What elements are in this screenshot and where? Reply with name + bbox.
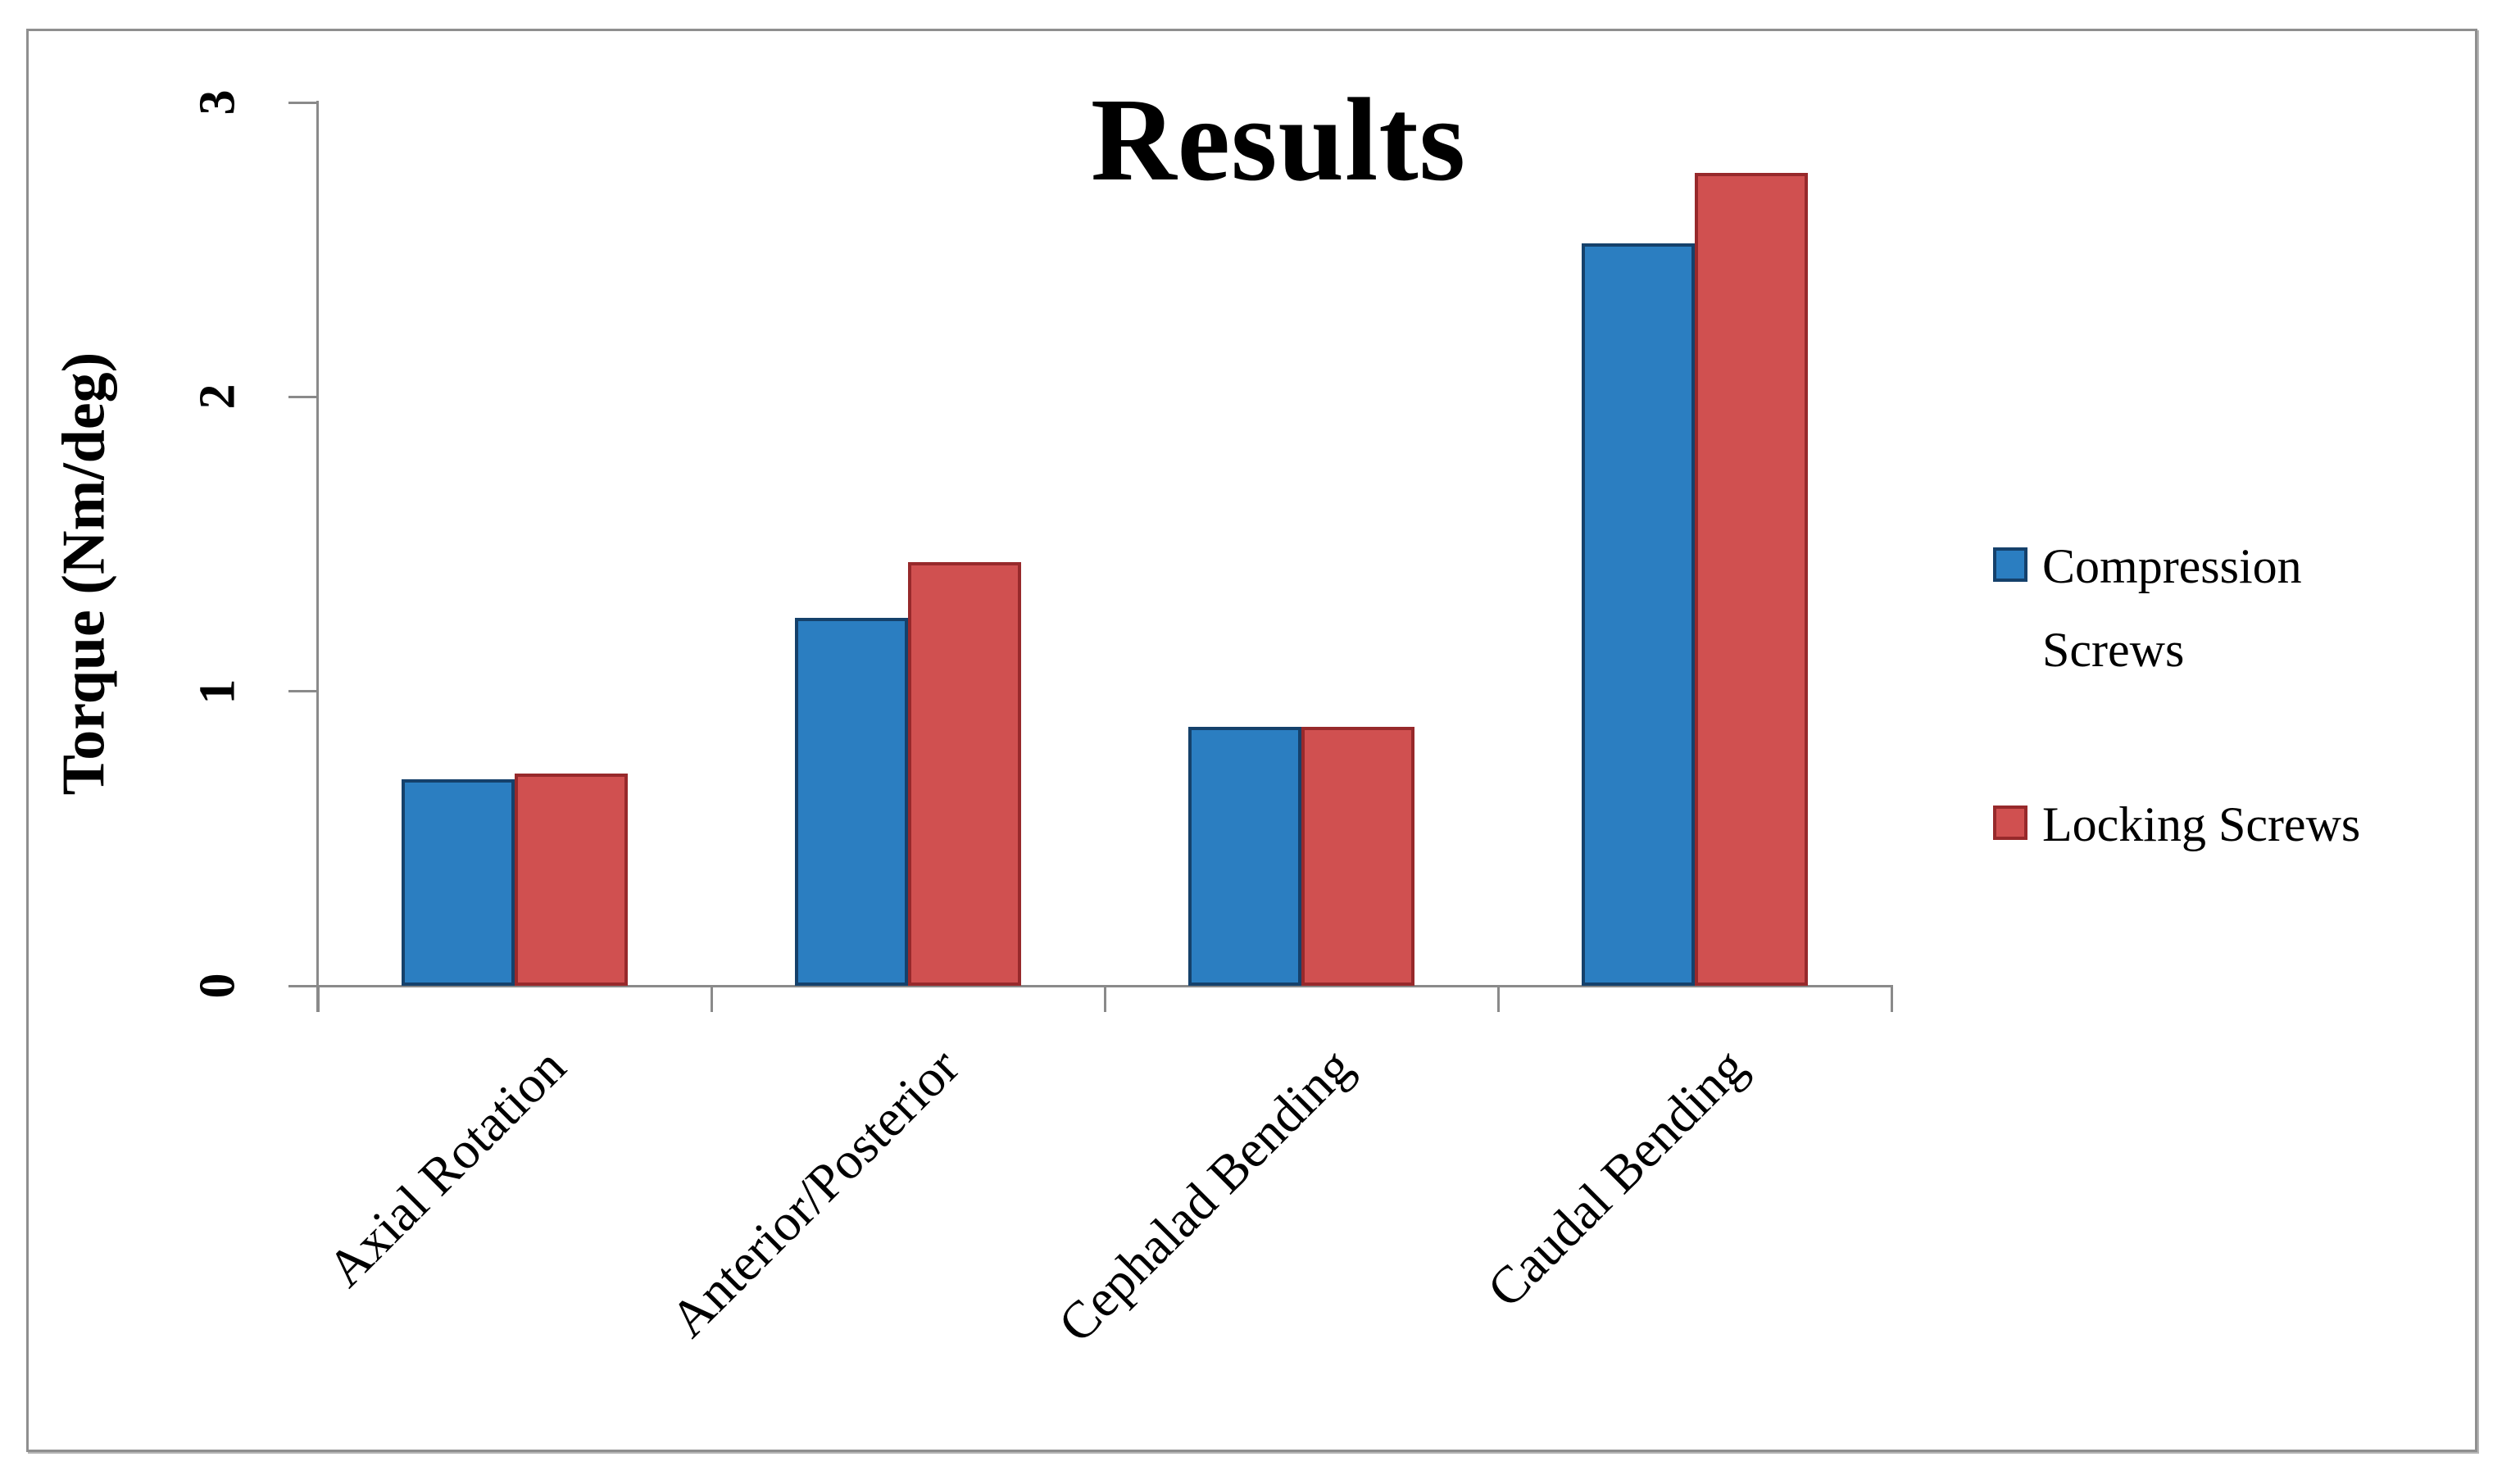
bar-compression-screws-cephalad-bending bbox=[1188, 726, 1301, 986]
x-tick-4 bbox=[1890, 986, 1893, 1012]
bar-compression-screws-axial-rotation bbox=[402, 779, 515, 986]
compression-screws-swatch-icon bbox=[1993, 547, 2027, 582]
y-tick-0 bbox=[288, 984, 318, 987]
bar-locking-screws-anterior-posterior bbox=[908, 561, 1021, 986]
x-tick-1 bbox=[710, 986, 713, 1012]
y-tick-2 bbox=[288, 395, 318, 398]
y-tick-3 bbox=[288, 101, 318, 104]
x-axis-line bbox=[288, 985, 1893, 987]
y-tick-label-2: 2 bbox=[189, 383, 246, 410]
y-axis-title: Torque (Nm/deg) bbox=[50, 352, 118, 796]
y-tick-label-0: 0 bbox=[189, 973, 246, 999]
locking-screws-swatch-icon bbox=[1993, 806, 2027, 840]
chart-title: Results bbox=[1090, 75, 1467, 206]
legend-label-compression-screws: Compression Screws bbox=[2042, 539, 2302, 677]
x-tick-0 bbox=[316, 986, 320, 1012]
bar-compression-screws-caudal-bending bbox=[1582, 243, 1695, 986]
bar-locking-screws-axial-rotation bbox=[515, 774, 628, 986]
y-tick-label-3: 3 bbox=[189, 89, 246, 116]
bar-compression-screws-anterior-posterior bbox=[795, 617, 908, 986]
y-axis-line bbox=[316, 101, 319, 1012]
x-tick-2 bbox=[1103, 986, 1106, 1012]
bar-locking-screws-caudal-bending bbox=[1695, 173, 1808, 986]
y-tick-1 bbox=[288, 690, 318, 693]
legend-label-locking-screws: Locking Screws bbox=[2042, 797, 2361, 851]
y-tick-label-1: 1 bbox=[189, 678, 246, 705]
x-tick-3 bbox=[1496, 986, 1500, 1012]
bar-locking-screws-cephalad-bending bbox=[1301, 726, 1414, 986]
